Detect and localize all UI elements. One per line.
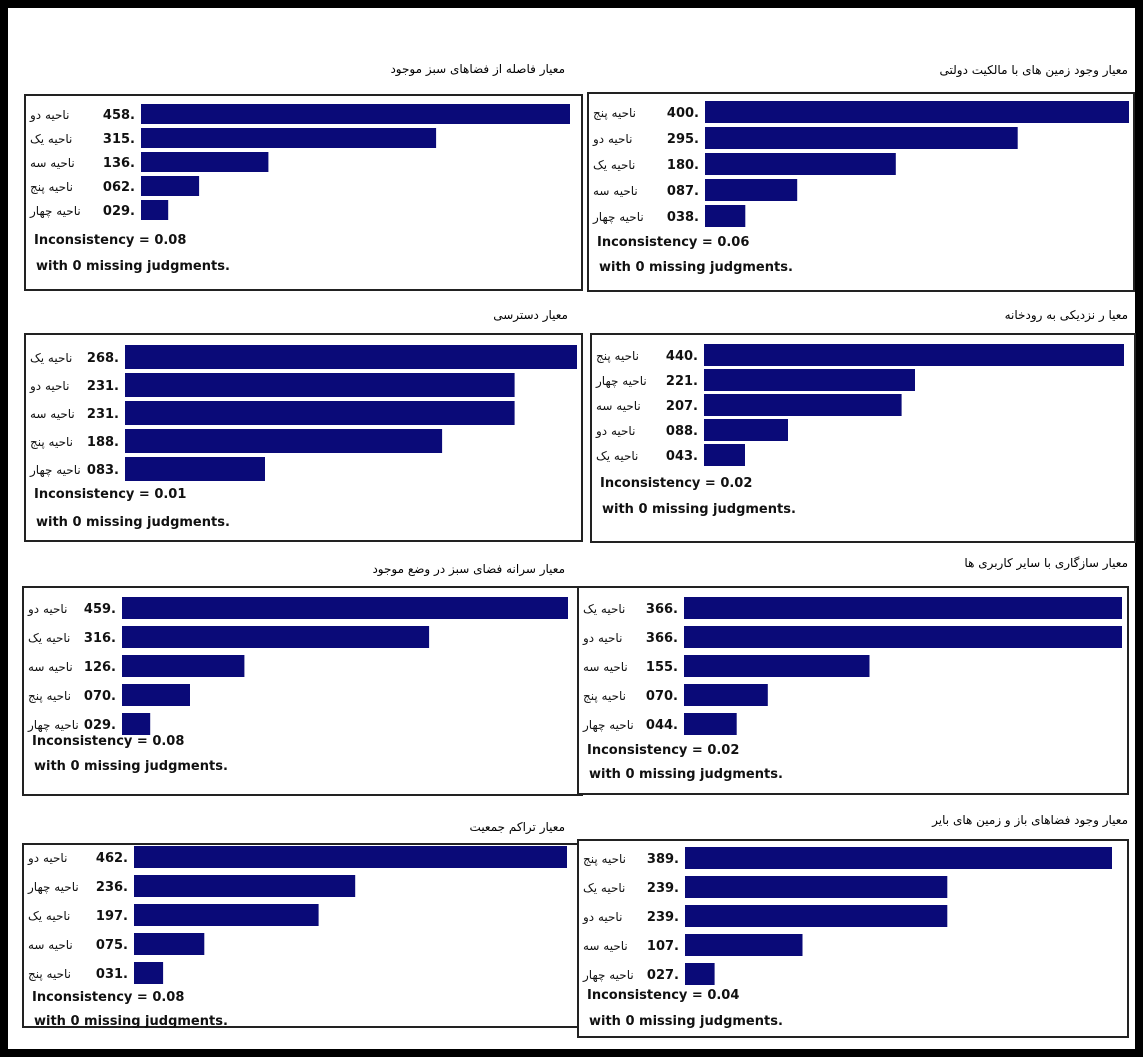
panel-title: معیار سازگاری با سایر کاربری ها	[964, 556, 1128, 570]
missing-judgments-text: with 0 missing judgments.	[34, 1014, 228, 1029]
inconsistency-text: Inconsistency = 0.01	[34, 487, 187, 502]
chart-panel	[577, 586, 1129, 795]
panel-title: معیار وجود زمین های با مالکیت دولتی	[939, 63, 1128, 77]
chart-panel	[22, 586, 583, 796]
chart-panel	[590, 333, 1136, 543]
missing-judgments-text: with 0 missing judgments.	[589, 767, 783, 782]
missing-judgments-text: with 0 missing judgments.	[599, 260, 793, 275]
missing-judgments-text: with 0 missing judgments.	[589, 1014, 783, 1029]
chart-panel	[24, 333, 583, 542]
chart-panel	[577, 839, 1129, 1038]
inconsistency-text: Inconsistency = 0.02	[587, 743, 740, 758]
inconsistency-text: Inconsistency = 0.06	[597, 235, 750, 250]
panel-title: معیا ر نزدیکی به رودخانه	[1004, 308, 1128, 322]
chart-panel	[24, 94, 583, 291]
chart-panel	[587, 92, 1135, 292]
panel-title: معیار فاصله از فضاهای سبز موجود	[390, 62, 565, 76]
panel-title: معیار تراکم جمعیت	[469, 820, 565, 834]
missing-judgments-text: with 0 missing judgments.	[36, 515, 230, 530]
missing-judgments-text: with 0 missing judgments.	[34, 759, 228, 774]
inconsistency-text: Inconsistency = 0.08	[32, 990, 185, 1005]
inconsistency-text: Inconsistency = 0.04	[587, 988, 740, 1003]
missing-judgments-text: with 0 missing judgments.	[36, 259, 230, 274]
panel-title: معیار دسترسی	[493, 308, 568, 322]
inconsistency-text: Inconsistency = 0.02	[600, 476, 753, 491]
inconsistency-text: Inconsistency = 0.08	[32, 734, 185, 749]
missing-judgments-text: with 0 missing judgments.	[602, 502, 796, 517]
inconsistency-text: Inconsistency = 0.08	[34, 233, 187, 248]
panel-title: معیار سرانه فضای سبز در وضع موجود	[372, 562, 565, 576]
panel-title: معیار وجود فضاهای باز و زمین های بایر	[932, 813, 1128, 827]
chart-panel	[22, 843, 584, 1028]
